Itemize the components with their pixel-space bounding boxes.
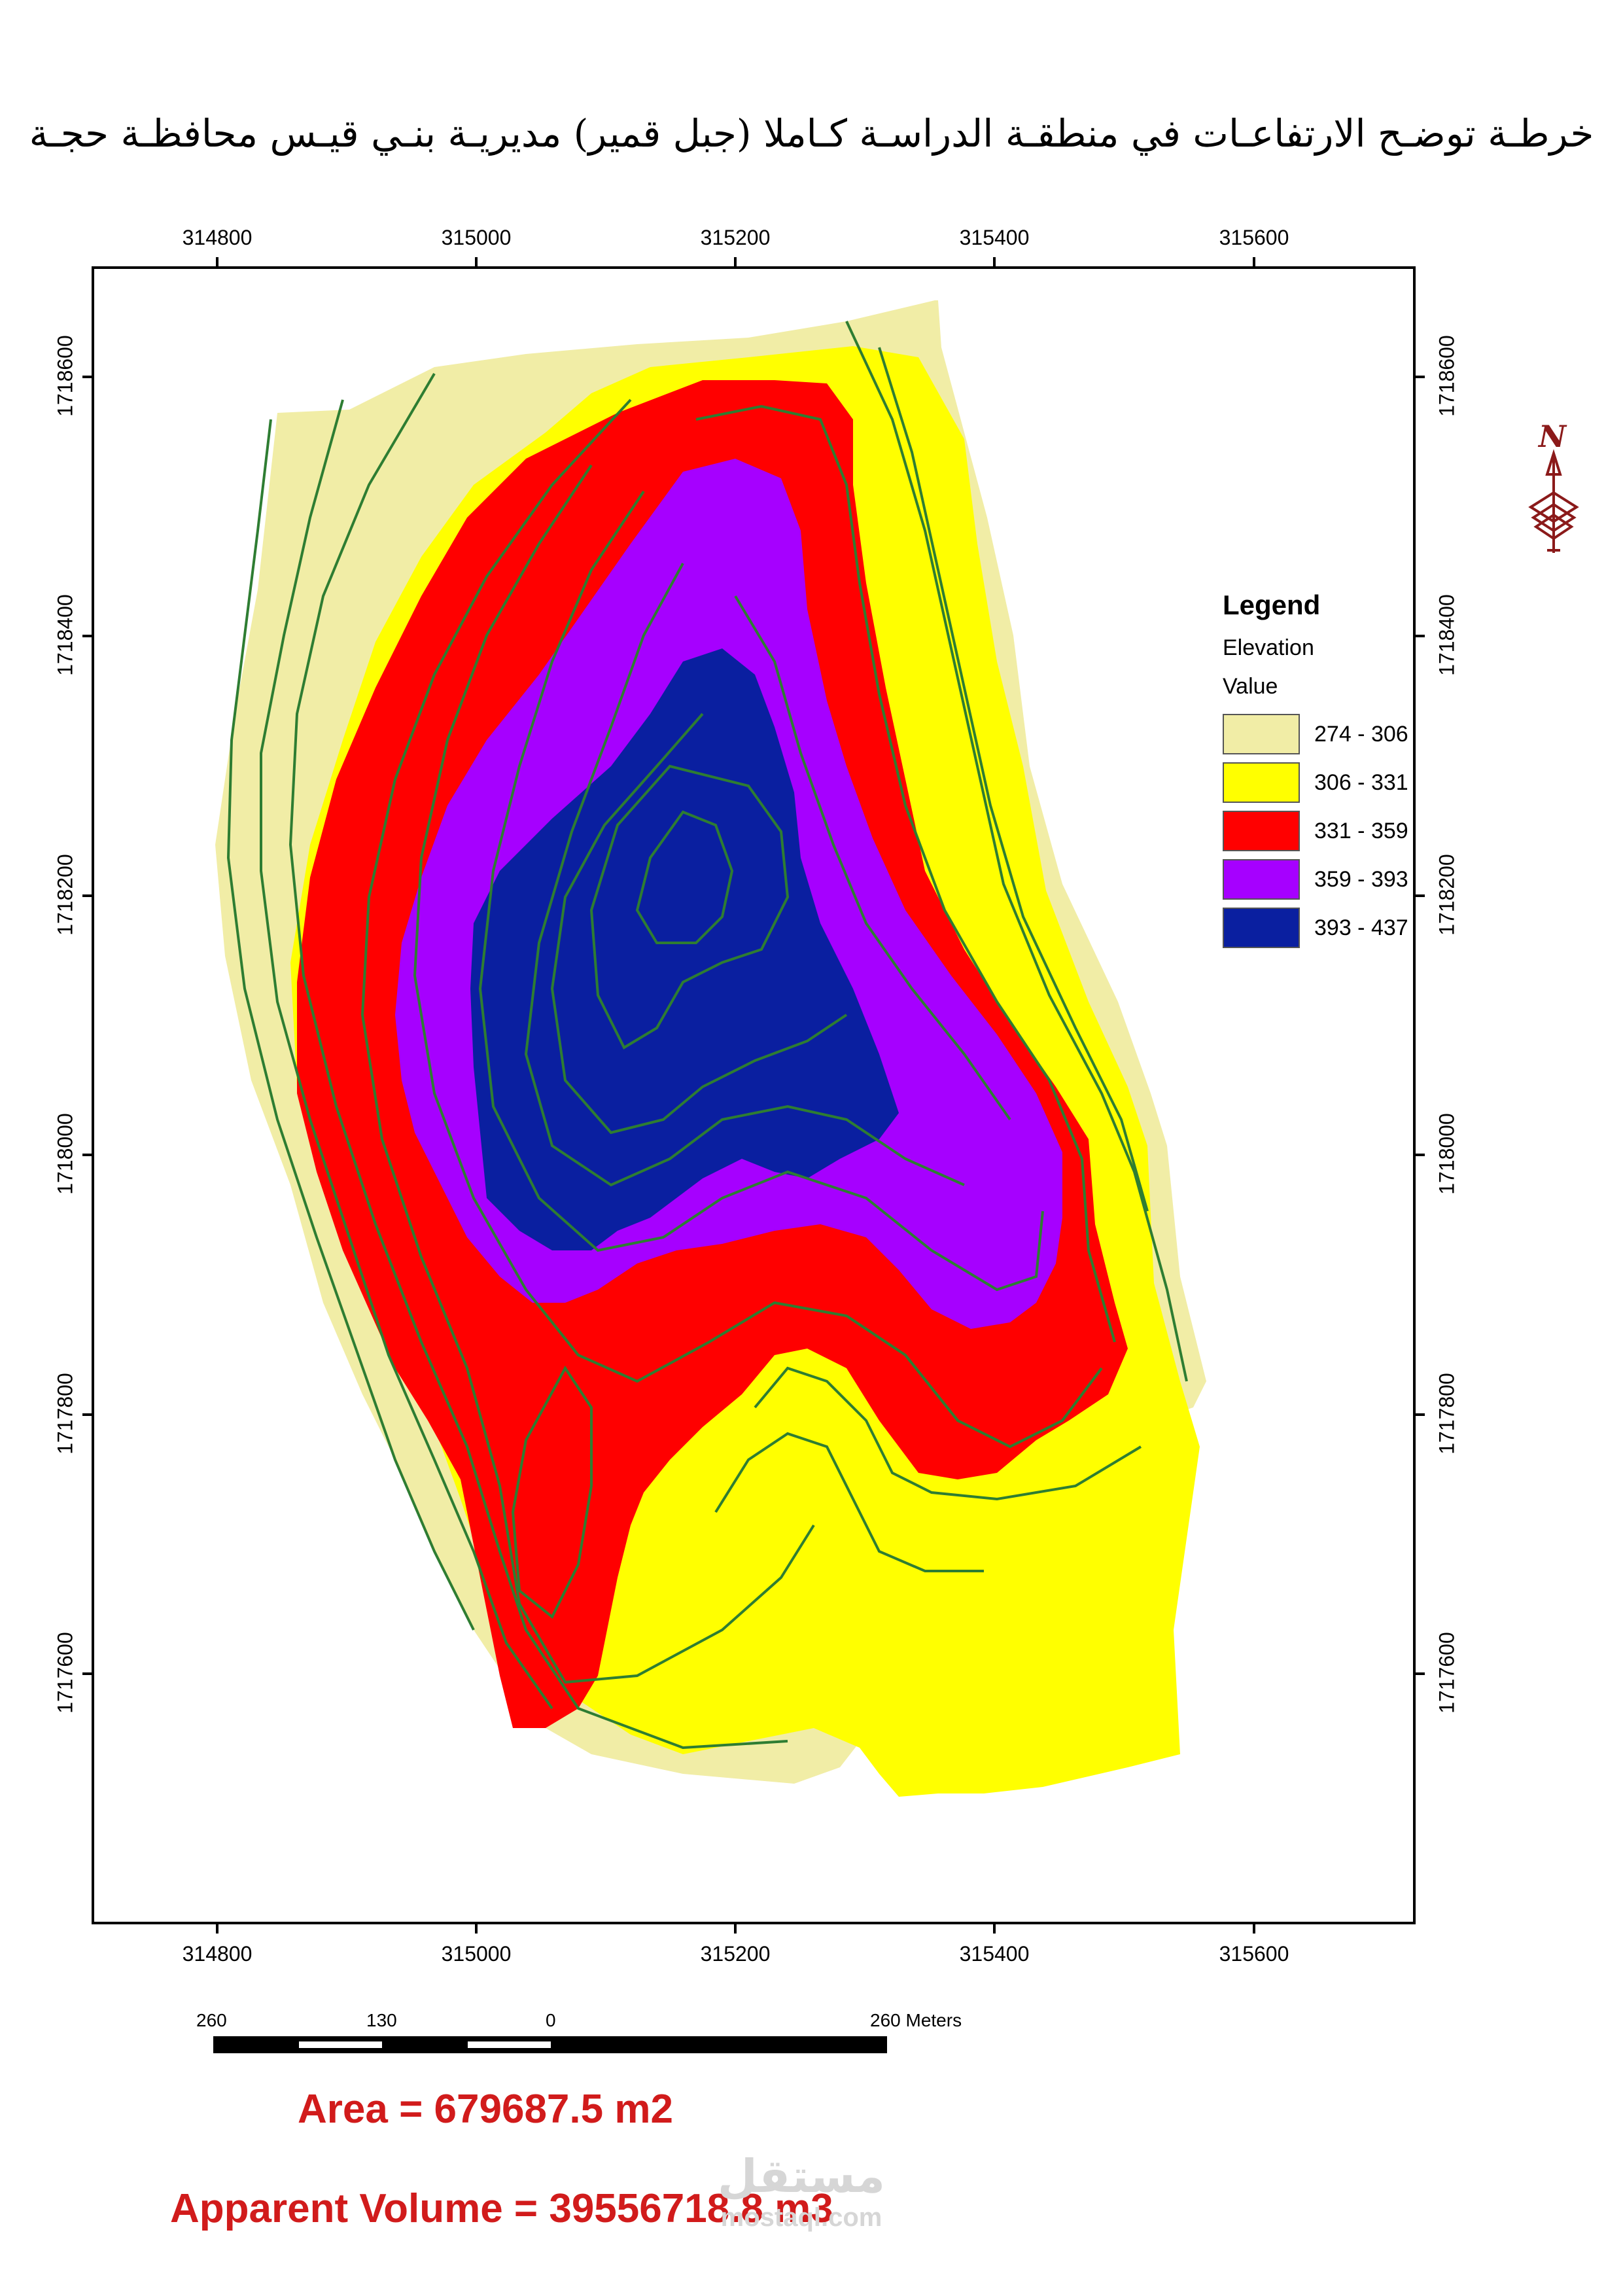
y-tick-label: 1718600 <box>1435 335 1459 417</box>
contour-line <box>524 563 965 1187</box>
contour-line <box>360 398 815 1684</box>
tick-mark <box>734 257 737 268</box>
x-tick-label: 315200 <box>700 226 771 249</box>
contour-line <box>511 1366 593 1619</box>
y-tick-label: 1718200 <box>53 854 77 936</box>
tick-mark <box>82 894 93 897</box>
contour-line <box>413 464 1103 1449</box>
tick-mark <box>475 1923 478 1934</box>
tick-mark <box>475 257 478 268</box>
elevation-map <box>215 300 1206 1797</box>
y-tick-label: 1717800 <box>1435 1373 1459 1455</box>
contour-line <box>589 764 790 1050</box>
contour-line <box>288 372 788 1750</box>
tick-mark <box>82 376 93 378</box>
legend-label: 393 - 437 <box>1314 915 1408 940</box>
volume-text: Apparent Volume = 39556718.8 m3 <box>170 2186 833 2231</box>
legend-swatch <box>1223 859 1300 900</box>
scale-bar-graphic <box>213 2036 887 2053</box>
contour-line <box>845 321 1188 1382</box>
contour-line <box>754 1366 1142 1501</box>
legend-swatch <box>1223 908 1300 948</box>
legend-item: 393 - 437 <box>1223 908 1408 948</box>
y-tick-label: 1718400 <box>1435 594 1459 676</box>
legend-label: 306 - 331 <box>1314 769 1408 795</box>
scale-label: 260 <box>196 2010 227 2030</box>
tick-mark <box>82 1672 93 1675</box>
x-tick-label: 315400 <box>959 1942 1030 1966</box>
legend-field: Value <box>1223 674 1278 699</box>
contour-line <box>714 1432 984 1572</box>
watermark-latin: mostaql.com <box>720 2203 882 2232</box>
x-tick-label: 315600 <box>1219 1942 1289 1966</box>
y-tick-label: 1718200 <box>1435 854 1459 936</box>
tick-mark <box>993 257 996 268</box>
x-tick-label: 315400 <box>959 226 1030 249</box>
tick-mark <box>1414 894 1425 897</box>
legend-label: 359 - 393 <box>1314 866 1408 892</box>
y-tick-label: 1718600 <box>53 335 77 417</box>
legend-swatch <box>1223 811 1300 851</box>
north-arrow-icon: N <box>1528 419 1579 553</box>
tick-mark <box>216 1923 218 1934</box>
tick-mark <box>1253 1923 1255 1934</box>
tick-mark <box>82 635 93 637</box>
tick-mark <box>1414 1154 1425 1156</box>
contour-line <box>734 595 1011 1121</box>
legend-layer: Elevation <box>1223 635 1314 660</box>
scale-label: 130 <box>366 2010 397 2030</box>
x-tick-label: 315000 <box>441 1942 512 1966</box>
tick-mark <box>993 1923 996 1934</box>
contour-line <box>878 347 1149 1212</box>
x-tick-label: 315200 <box>700 1942 771 1966</box>
elevation-band-393-437 <box>470 648 899 1250</box>
y-tick-label: 1717800 <box>53 1373 77 1455</box>
tick-mark <box>82 1154 93 1156</box>
map-title: خرطـة توضـح الارتفاعـات في منطقـة الدراس… <box>29 111 1594 156</box>
y-tick-label: 1717600 <box>1435 1632 1459 1714</box>
map-frame: Legend Elevation Value 274 - 306 306 - 3… <box>92 266 1416 1924</box>
legend-swatch <box>1223 762 1300 803</box>
x-tick-label: 314800 <box>182 226 253 249</box>
y-tick-label: 1718000 <box>1435 1113 1459 1195</box>
tick-mark <box>1414 635 1425 637</box>
north-arrow: N <box>1524 419 1583 559</box>
tick-mark <box>1414 376 1425 378</box>
y-tick-label: 1718400 <box>53 594 77 676</box>
legend-item: 306 - 331 <box>1223 762 1408 803</box>
tick-mark <box>1253 257 1255 268</box>
legend: Legend Elevation Value 274 - 306 306 - 3… <box>1223 590 1408 948</box>
legend-label: 331 - 359 <box>1314 818 1408 843</box>
contour-line <box>550 713 848 1135</box>
tick-mark <box>1414 1413 1425 1416</box>
legend-item: 274 - 306 <box>1223 714 1408 754</box>
legend-label: 274 - 306 <box>1314 721 1408 747</box>
tick-mark <box>82 1413 93 1416</box>
tick-mark <box>1414 1672 1425 1675</box>
scale-label: 260 Meters <box>870 2010 962 2030</box>
contour-line <box>478 490 1044 1292</box>
legend-item: 359 - 393 <box>1223 859 1408 900</box>
contour-line <box>695 404 1116 1343</box>
x-tick-label: 314800 <box>182 1942 253 1966</box>
north-letter: N <box>1537 422 1567 454</box>
contour-line <box>635 810 734 944</box>
tick-mark <box>216 257 218 268</box>
contour-line <box>226 419 475 1631</box>
contour-line <box>260 399 553 1710</box>
tick-mark <box>734 1923 737 1934</box>
contour-lines <box>226 321 1188 1750</box>
y-tick-label: 1718000 <box>53 1113 77 1195</box>
y-tick-label: 1717600 <box>53 1632 77 1714</box>
watermark-arabic: مستقل <box>717 2151 885 2202</box>
scale-label: 0 <box>546 2010 556 2030</box>
area-text: Area = 679687.5 m2 <box>298 2087 673 2132</box>
x-tick-label: 315000 <box>441 226 512 249</box>
legend-title: Legend <box>1223 590 1321 620</box>
legend-swatch <box>1223 714 1300 754</box>
legend-item: 331 - 359 <box>1223 811 1408 851</box>
x-tick-label: 315600 <box>1219 226 1289 249</box>
watermark: مستقل mostaql.com <box>710 2149 893 2233</box>
